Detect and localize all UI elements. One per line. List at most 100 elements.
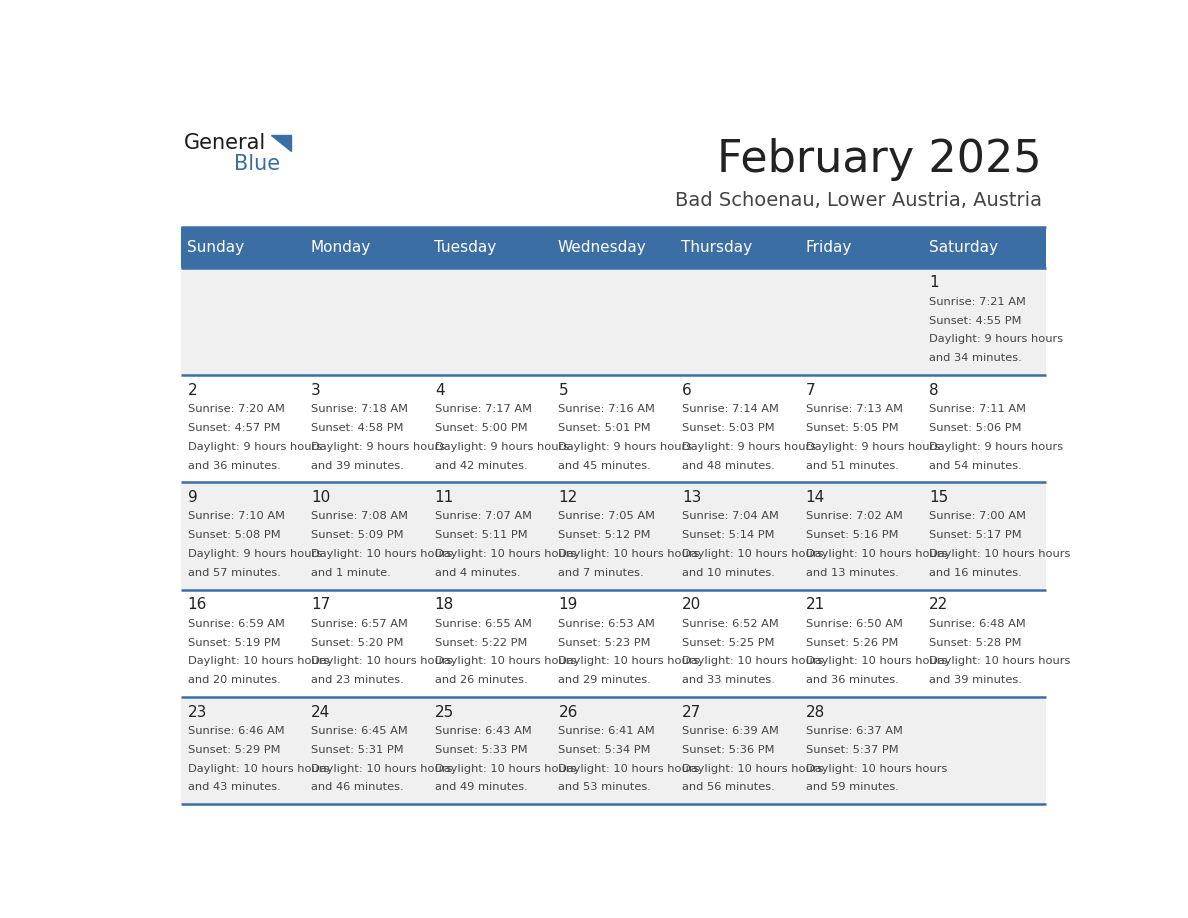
Text: and 13 minutes.: and 13 minutes.: [805, 568, 898, 577]
Text: and 20 minutes.: and 20 minutes.: [188, 675, 280, 685]
Text: and 39 minutes.: and 39 minutes.: [311, 461, 404, 471]
Text: Sunrise: 6:52 AM: Sunrise: 6:52 AM: [682, 619, 779, 629]
Text: Daylight: 10 hours hours: Daylight: 10 hours hours: [682, 656, 823, 666]
Text: 9: 9: [188, 490, 197, 505]
Text: February 2025: February 2025: [716, 139, 1042, 182]
Text: Sunrise: 7:07 AM: Sunrise: 7:07 AM: [435, 511, 532, 521]
Text: Sunrise: 6:45 AM: Sunrise: 6:45 AM: [311, 726, 407, 736]
Text: and 49 minutes.: and 49 minutes.: [435, 782, 527, 792]
Text: Daylight: 10 hours hours: Daylight: 10 hours hours: [805, 549, 947, 559]
Text: Sunset: 5:28 PM: Sunset: 5:28 PM: [929, 638, 1022, 647]
Text: 19: 19: [558, 598, 577, 612]
Text: Sunrise: 7:10 AM: Sunrise: 7:10 AM: [188, 511, 284, 521]
Text: Sunrise: 6:46 AM: Sunrise: 6:46 AM: [188, 726, 284, 736]
Text: 10: 10: [311, 490, 330, 505]
Text: Sunset: 5:14 PM: Sunset: 5:14 PM: [682, 531, 775, 541]
Text: Daylight: 10 hours hours: Daylight: 10 hours hours: [805, 656, 947, 666]
Text: Sunrise: 7:14 AM: Sunrise: 7:14 AM: [682, 404, 779, 414]
Bar: [798, 227, 923, 268]
Text: 15: 15: [929, 490, 948, 505]
Text: 16: 16: [188, 598, 207, 612]
Text: and 23 minutes.: and 23 minutes.: [311, 675, 404, 685]
Bar: [551, 227, 675, 268]
Text: Sunset: 5:19 PM: Sunset: 5:19 PM: [188, 638, 280, 647]
Text: 28: 28: [805, 704, 824, 720]
Text: 20: 20: [682, 598, 701, 612]
Text: and 36 minutes.: and 36 minutes.: [805, 675, 898, 685]
Text: and 29 minutes.: and 29 minutes.: [558, 675, 651, 685]
Bar: [181, 589, 1047, 697]
Text: 8: 8: [929, 383, 939, 397]
Text: 12: 12: [558, 490, 577, 505]
Text: Daylight: 10 hours hours: Daylight: 10 hours hours: [435, 549, 576, 559]
Text: and 39 minutes.: and 39 minutes.: [929, 675, 1022, 685]
Text: Sunset: 5:29 PM: Sunset: 5:29 PM: [188, 744, 280, 755]
Text: Sunset: 5:34 PM: Sunset: 5:34 PM: [558, 744, 651, 755]
Text: Sunrise: 7:20 AM: Sunrise: 7:20 AM: [188, 404, 284, 414]
Text: Sunrise: 7:02 AM: Sunrise: 7:02 AM: [805, 511, 903, 521]
Text: Thursday: Thursday: [682, 240, 752, 255]
Text: Sunset: 5:37 PM: Sunset: 5:37 PM: [805, 744, 898, 755]
Text: and 48 minutes.: and 48 minutes.: [682, 461, 775, 471]
Text: Sunset: 5:03 PM: Sunset: 5:03 PM: [682, 423, 775, 433]
Text: Sunset: 4:57 PM: Sunset: 4:57 PM: [188, 423, 280, 433]
Text: Sunset: 5:26 PM: Sunset: 5:26 PM: [805, 638, 898, 647]
Text: Sunrise: 7:18 AM: Sunrise: 7:18 AM: [311, 404, 409, 414]
Text: Sunday: Sunday: [187, 240, 244, 255]
Text: Sunrise: 6:55 AM: Sunrise: 6:55 AM: [435, 619, 532, 629]
Text: Sunset: 4:58 PM: Sunset: 4:58 PM: [311, 423, 404, 433]
Text: and 59 minutes.: and 59 minutes.: [805, 782, 898, 792]
Text: Sunrise: 7:08 AM: Sunrise: 7:08 AM: [311, 511, 409, 521]
Text: Sunrise: 7:21 AM: Sunrise: 7:21 AM: [929, 297, 1026, 307]
Text: Daylight: 9 hours hours: Daylight: 9 hours hours: [435, 442, 569, 452]
Text: and 10 minutes.: and 10 minutes.: [682, 568, 775, 577]
Text: 17: 17: [311, 598, 330, 612]
Text: Sunset: 5:23 PM: Sunset: 5:23 PM: [558, 638, 651, 647]
Text: Daylight: 10 hours hours: Daylight: 10 hours hours: [188, 656, 329, 666]
Text: 25: 25: [435, 704, 454, 720]
Text: Daylight: 10 hours hours: Daylight: 10 hours hours: [188, 764, 329, 774]
Bar: [304, 227, 428, 268]
Text: and 4 minutes.: and 4 minutes.: [435, 568, 520, 577]
Text: 22: 22: [929, 598, 948, 612]
Text: 26: 26: [558, 704, 577, 720]
Text: Sunrise: 6:57 AM: Sunrise: 6:57 AM: [311, 619, 407, 629]
Text: Sunrise: 7:13 AM: Sunrise: 7:13 AM: [805, 404, 903, 414]
Bar: [181, 697, 1047, 804]
Text: General: General: [183, 133, 266, 152]
Bar: [923, 227, 1047, 268]
Text: Sunrise: 7:04 AM: Sunrise: 7:04 AM: [682, 511, 779, 521]
Text: Sunrise: 7:17 AM: Sunrise: 7:17 AM: [435, 404, 532, 414]
Bar: [428, 227, 551, 268]
Text: Daylight: 10 hours hours: Daylight: 10 hours hours: [558, 549, 700, 559]
Text: Sunset: 5:12 PM: Sunset: 5:12 PM: [558, 531, 651, 541]
Text: Sunrise: 6:39 AM: Sunrise: 6:39 AM: [682, 726, 779, 736]
Text: Daylight: 10 hours hours: Daylight: 10 hours hours: [682, 764, 823, 774]
Text: 27: 27: [682, 704, 701, 720]
Text: and 36 minutes.: and 36 minutes.: [188, 461, 280, 471]
Text: Sunset: 5:17 PM: Sunset: 5:17 PM: [929, 531, 1022, 541]
Bar: [181, 268, 1047, 375]
Text: Sunrise: 6:41 AM: Sunrise: 6:41 AM: [558, 726, 656, 736]
Text: Daylight: 10 hours hours: Daylight: 10 hours hours: [929, 656, 1070, 666]
Text: 3: 3: [311, 383, 321, 397]
Text: Sunset: 5:06 PM: Sunset: 5:06 PM: [929, 423, 1022, 433]
Text: Daylight: 9 hours hours: Daylight: 9 hours hours: [805, 442, 940, 452]
Text: Sunset: 5:31 PM: Sunset: 5:31 PM: [311, 744, 404, 755]
Text: 7: 7: [805, 383, 815, 397]
Text: Sunset: 5:08 PM: Sunset: 5:08 PM: [188, 531, 280, 541]
Text: Sunrise: 6:37 AM: Sunrise: 6:37 AM: [805, 726, 903, 736]
Text: and 34 minutes.: and 34 minutes.: [929, 353, 1022, 364]
Text: Sunset: 5:09 PM: Sunset: 5:09 PM: [311, 531, 404, 541]
Text: Daylight: 9 hours hours: Daylight: 9 hours hours: [558, 442, 693, 452]
Text: 24: 24: [311, 704, 330, 720]
Text: Friday: Friday: [805, 240, 852, 255]
Text: and 43 minutes.: and 43 minutes.: [188, 782, 280, 792]
Text: 1: 1: [929, 275, 939, 290]
Text: Sunset: 5:20 PM: Sunset: 5:20 PM: [311, 638, 404, 647]
Text: Sunset: 5:05 PM: Sunset: 5:05 PM: [805, 423, 898, 433]
Bar: [181, 482, 1047, 589]
Text: 5: 5: [558, 383, 568, 397]
Text: Sunset: 4:55 PM: Sunset: 4:55 PM: [929, 316, 1022, 326]
Text: Sunset: 5:11 PM: Sunset: 5:11 PM: [435, 531, 527, 541]
